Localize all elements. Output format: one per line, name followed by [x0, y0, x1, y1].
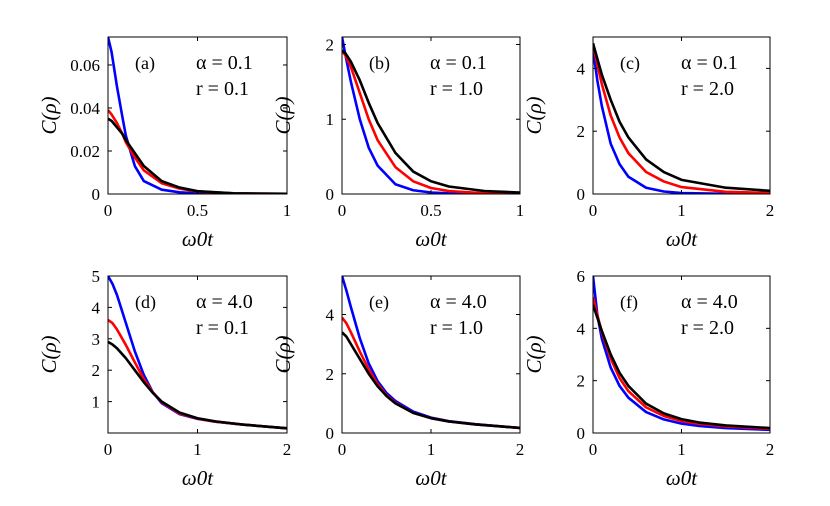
x-tick-label: 0.5	[420, 201, 441, 220]
panel-a: 0 0.5 1 0 0.02 0.04 0.06 ω0t C(ρ) (a) α = 0.1 r = 0…	[37, 36, 292, 251]
panel-c: 0 1 2 0 2 4 ω0t C(ρ) (c) α = 0.1 r = 2.0	[522, 36, 775, 251]
x-tick-label: 0.5	[187, 201, 208, 220]
y-tick-label: 0	[577, 185, 586, 204]
param-label: α = 0.1	[430, 52, 487, 74]
y-tick-label: 3	[92, 330, 101, 349]
y-tick-label: 0	[92, 185, 101, 204]
x-axis-label: ω0t	[415, 227, 447, 251]
y-tick-label: 0	[326, 185, 335, 204]
x-tick-label: 1	[516, 201, 525, 220]
y-tick-label: 0.04	[70, 99, 100, 118]
panel-e: 0 1 2 0 2 4 ω0t C(ρ) (e) α = 4.0 r = 1.0	[271, 275, 525, 490]
y-tick-label: 2	[577, 122, 586, 141]
param-label: α = 0.1	[196, 52, 253, 74]
y-tick-label: 5	[92, 267, 101, 286]
y-tick-label: 4	[326, 306, 335, 325]
series-line-2	[108, 340, 287, 430]
panel-tag: (d)	[135, 292, 156, 313]
x-axis-label: ω0t	[182, 466, 214, 490]
x-tick-label: 2	[283, 440, 292, 459]
param-label: r = 2.0	[681, 78, 734, 100]
series-line-2	[108, 117, 287, 194]
x-tick-label: 1	[193, 440, 202, 459]
y-tick-label: 6	[577, 267, 586, 286]
x-tick-label: 2	[516, 440, 525, 459]
x-tick-label: 0	[338, 201, 347, 220]
param-label: α = 4.0	[681, 291, 738, 313]
series-line-1	[593, 43, 770, 194]
y-tick-label: 1	[326, 110, 335, 129]
x-axis-label: ω0t	[666, 466, 698, 490]
y-tick-label: 0	[577, 424, 586, 443]
y-tick-label: 2	[577, 372, 586, 391]
series-line-0	[108, 37, 287, 194]
x-tick-label: 0	[589, 440, 598, 459]
param-label: r = 1.0	[430, 317, 483, 339]
x-tick-label: 0	[104, 201, 113, 220]
param-label: α = 0.1	[681, 52, 738, 74]
y-tick-label: 0.02	[70, 142, 100, 161]
param-label: r = 0.1	[196, 78, 249, 100]
x-tick-label: 1	[677, 201, 686, 220]
series-line-0	[593, 276, 770, 432]
param-label: α = 4.0	[196, 291, 253, 313]
param-label: α = 4.0	[430, 291, 487, 313]
panel-tag: (f)	[620, 292, 638, 313]
panel-b: 0 0.5 1 0 1 2 ω0t C(ρ) (b) α = 0.1 r = 1.0	[271, 35, 524, 251]
series-line-0	[342, 37, 520, 194]
panel-d: 0 1 2 1 2 3 4 5 ω0t C(ρ) (d) α = 4.0 r = 0.1	[37, 267, 291, 490]
x-tick-label: 0	[104, 440, 113, 459]
param-label: r = 2.0	[681, 317, 734, 339]
y-axis-label: C(ρ)	[271, 335, 295, 373]
y-tick-label: 0.06	[70, 56, 100, 75]
series-line-0	[593, 49, 770, 194]
x-tick-label: 0	[338, 440, 347, 459]
x-axis-label: ω0t	[182, 227, 214, 251]
series-line-2	[593, 304, 770, 430]
y-tick-label: 1	[92, 393, 101, 412]
x-axis-label: ω0t	[666, 227, 698, 251]
x-tick-label: 2	[766, 440, 775, 459]
x-tick-label: 2	[766, 201, 775, 220]
y-tick-label: 4	[577, 59, 586, 78]
series-line-2	[593, 42, 770, 193]
x-tick-label: 1	[283, 201, 292, 220]
panel-tag: (b)	[369, 53, 390, 74]
y-tick-label: 4	[92, 298, 101, 317]
series-line-2	[342, 49, 520, 194]
y-tick-label: 4	[577, 319, 586, 338]
x-tick-label: 1	[427, 440, 436, 459]
y-axis-label: C(ρ)	[522, 96, 546, 134]
y-tick-label: 2	[326, 35, 335, 54]
panel-f: 0 1 2 0 2 4 6 ω0t C(ρ) (f) α = 4.0 r = 2.0	[522, 267, 774, 490]
panel-tag: (e)	[369, 292, 389, 313]
x-axis-label: ω0t	[415, 466, 447, 490]
x-tick-label: 0	[589, 201, 598, 220]
series-line-2	[342, 331, 520, 430]
panel-tag: (c)	[620, 53, 640, 74]
param-label: r = 0.1	[196, 317, 249, 339]
series-line-1	[342, 49, 520, 194]
y-axis-label: C(ρ)	[522, 335, 546, 373]
y-tick-label: 0	[326, 424, 335, 443]
param-label: r = 1.0	[430, 78, 483, 100]
y-tick-label: 2	[92, 361, 101, 380]
y-axis-label: C(ρ)	[271, 96, 295, 134]
y-tick-label: 2	[326, 365, 335, 384]
y-axis-label: C(ρ)	[37, 335, 61, 373]
x-tick-label: 1	[677, 440, 686, 459]
panel-tag: (a)	[135, 53, 155, 74]
y-axis-label: C(ρ)	[37, 96, 61, 134]
